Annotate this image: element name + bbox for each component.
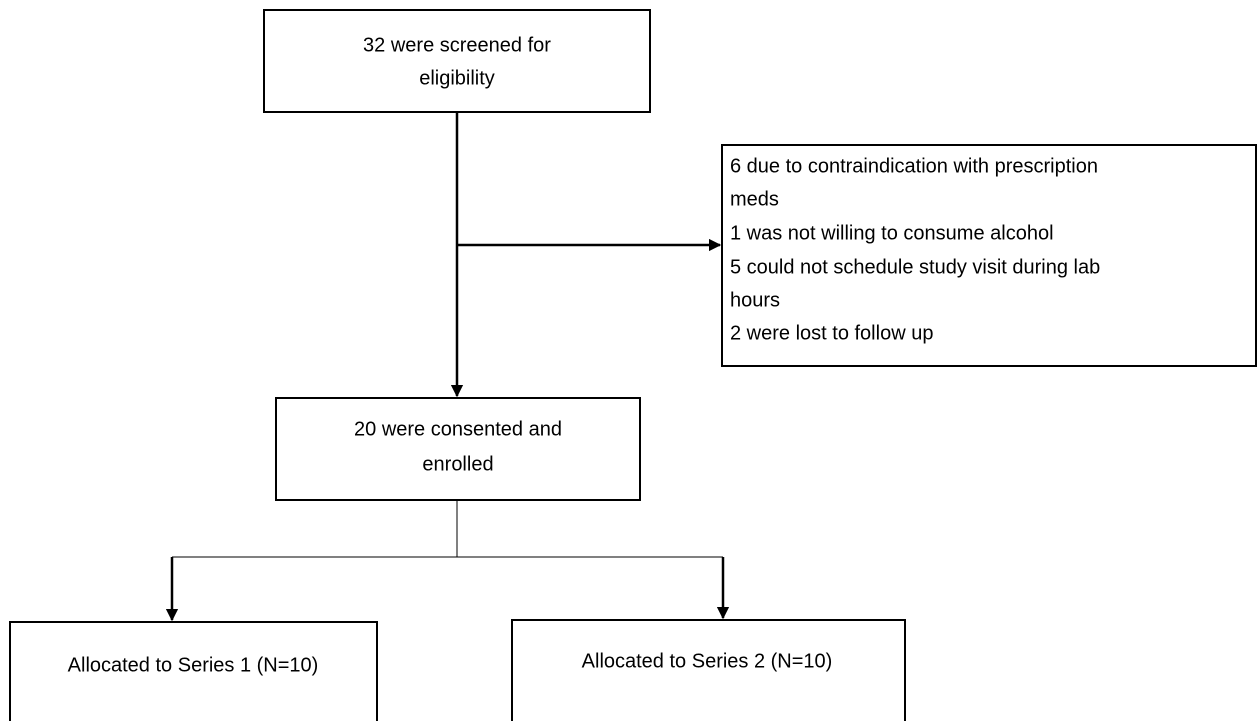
node-text: eligibility	[419, 67, 495, 89]
node-text: 32 were screened for	[363, 34, 551, 56]
node-text: 1 was not willing to consume alcohol	[730, 222, 1054, 244]
node-text: enrolled	[422, 453, 493, 475]
node-text: meds	[730, 188, 779, 210]
node-box	[511, 619, 906, 721]
node-box	[275, 397, 641, 501]
node-text: Allocated to Series 1 (N=10)	[68, 654, 319, 676]
node-text: 2 were lost to follow up	[730, 322, 933, 344]
node-box	[9, 621, 378, 721]
node-text: 20 were consented and	[354, 418, 562, 440]
node-text: 5 could not schedule study visit during …	[730, 256, 1100, 278]
node-text: hours	[730, 289, 780, 311]
node-box	[263, 9, 651, 113]
node-text: Allocated to Series 2 (N=10)	[582, 650, 833, 672]
node-box	[721, 144, 1257, 367]
node-text: 6 due to contraindication with prescript…	[730, 155, 1098, 177]
